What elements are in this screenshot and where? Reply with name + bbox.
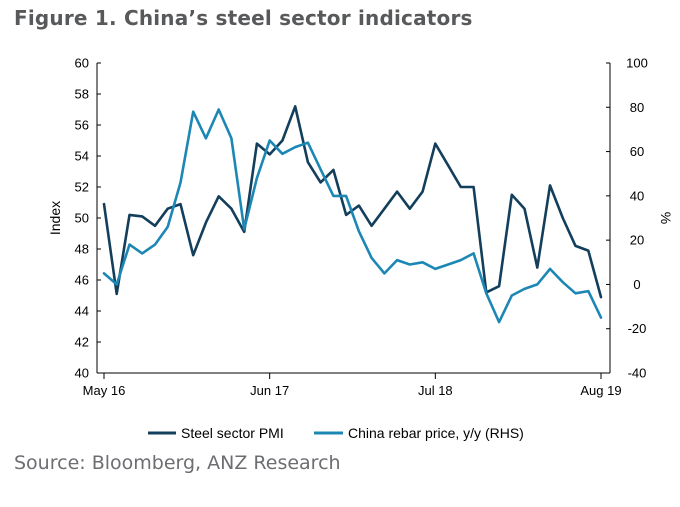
y-tick-label: 50 — [75, 211, 89, 226]
series-line-rebar-price — [102, 108, 603, 324]
series-line-steel-pmi — [102, 105, 603, 299]
axes: 40 42 44 46 48 50 52 54 56 58 60 -40 -20 0 20 40 60 80 100… — [47, 56, 674, 399]
y2-tick-label: 80 — [630, 100, 644, 115]
chart-title: Figure 1. China’s steel sector indicator… — [14, 6, 473, 30]
legend-label: China rebar price, y/y (RHS) — [348, 425, 524, 441]
y-tick-label: 60 — [75, 56, 89, 71]
series-lines — [102, 105, 603, 324]
legend-label: Steel sector PMI — [181, 425, 284, 441]
y2-tick-label: 0 — [633, 277, 640, 292]
x-tick-label: May 16 — [83, 383, 126, 398]
source-note: Source: Bloomberg, ANZ Research — [14, 452, 341, 474]
x-tick-label: Jul 18 — [418, 383, 453, 398]
y2-tick-label: -20 — [628, 321, 647, 336]
y-tick-label: 48 — [75, 242, 89, 257]
y-tick-label: 46 — [75, 273, 89, 288]
x-tick-label: Jun 17 — [250, 383, 289, 398]
y-tick-label: 54 — [75, 149, 89, 164]
y-tick-label: 52 — [75, 180, 89, 195]
y2-axis-label: % — [658, 212, 674, 224]
y2-tick-label: 100 — [626, 56, 648, 71]
y2-tick-label: 40 — [630, 188, 644, 203]
y-tick-label: 40 — [75, 366, 89, 381]
y-tick-label: 42 — [75, 335, 89, 350]
y2-tick-label: 60 — [630, 144, 644, 159]
y-tick-label: 44 — [75, 304, 89, 319]
y-tick-label: 58 — [75, 87, 89, 102]
y2-tick-label: -40 — [628, 366, 647, 381]
y2-tick-label: 20 — [630, 233, 644, 248]
y-axis-label: Index — [47, 201, 63, 235]
y-tick-label: 56 — [75, 118, 89, 133]
x-tick-label: Aug 19 — [580, 383, 621, 398]
legend: Steel sector PMI China rebar price, y/y (… — [148, 425, 524, 441]
